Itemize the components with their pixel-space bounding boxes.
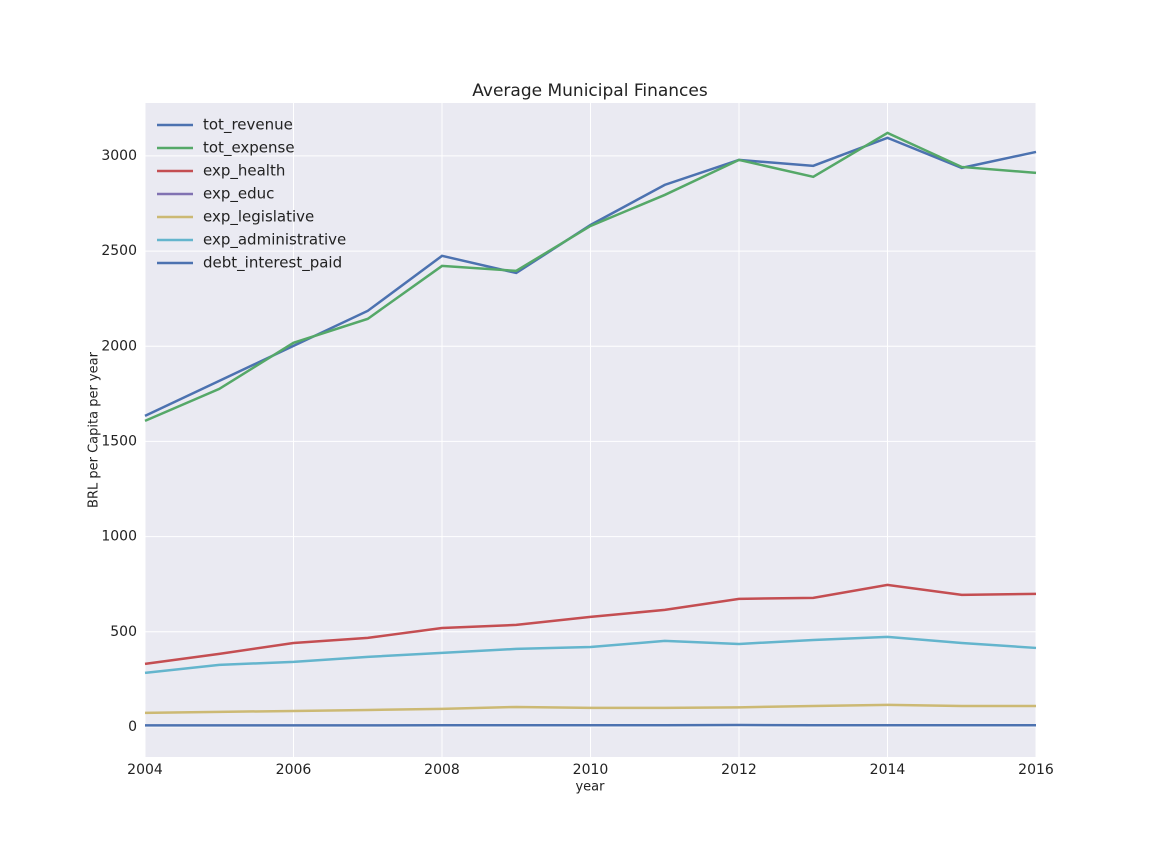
legend-label: debt_interest_paid [203, 254, 342, 273]
y-tick-label: 1500 [101, 433, 137, 449]
legend-label: tot_revenue [203, 116, 293, 135]
x-tick-label: 2014 [870, 762, 906, 778]
y-tick-label: 3000 [101, 148, 137, 164]
y-tick-label: 0 [128, 719, 137, 735]
y-tick-label: 2500 [101, 243, 137, 259]
legend-label: exp_educ [203, 185, 274, 204]
x-tick-label: 2006 [276, 762, 312, 778]
y-axis-label: BRL per Capita per year [87, 351, 102, 508]
x-axis-label: year [575, 780, 605, 795]
legend-label: tot_expense [203, 139, 295, 158]
chart-title: Average Municipal Finances [472, 81, 708, 101]
legend-label: exp_administrative [203, 231, 346, 250]
x-tick-label: 2016 [1018, 762, 1054, 778]
y-tick-label: 500 [110, 624, 137, 640]
legend-label: exp_health [203, 162, 285, 181]
x-tick-label: 2004 [127, 762, 163, 778]
x-tick-label: 2012 [721, 762, 757, 778]
x-tick-label: 2008 [424, 762, 460, 778]
legend-label: exp_legislative [203, 208, 314, 227]
x-tick-label: 2010 [573, 762, 609, 778]
y-tick-label: 2000 [101, 338, 137, 354]
y-tick-label: 1000 [101, 529, 137, 545]
